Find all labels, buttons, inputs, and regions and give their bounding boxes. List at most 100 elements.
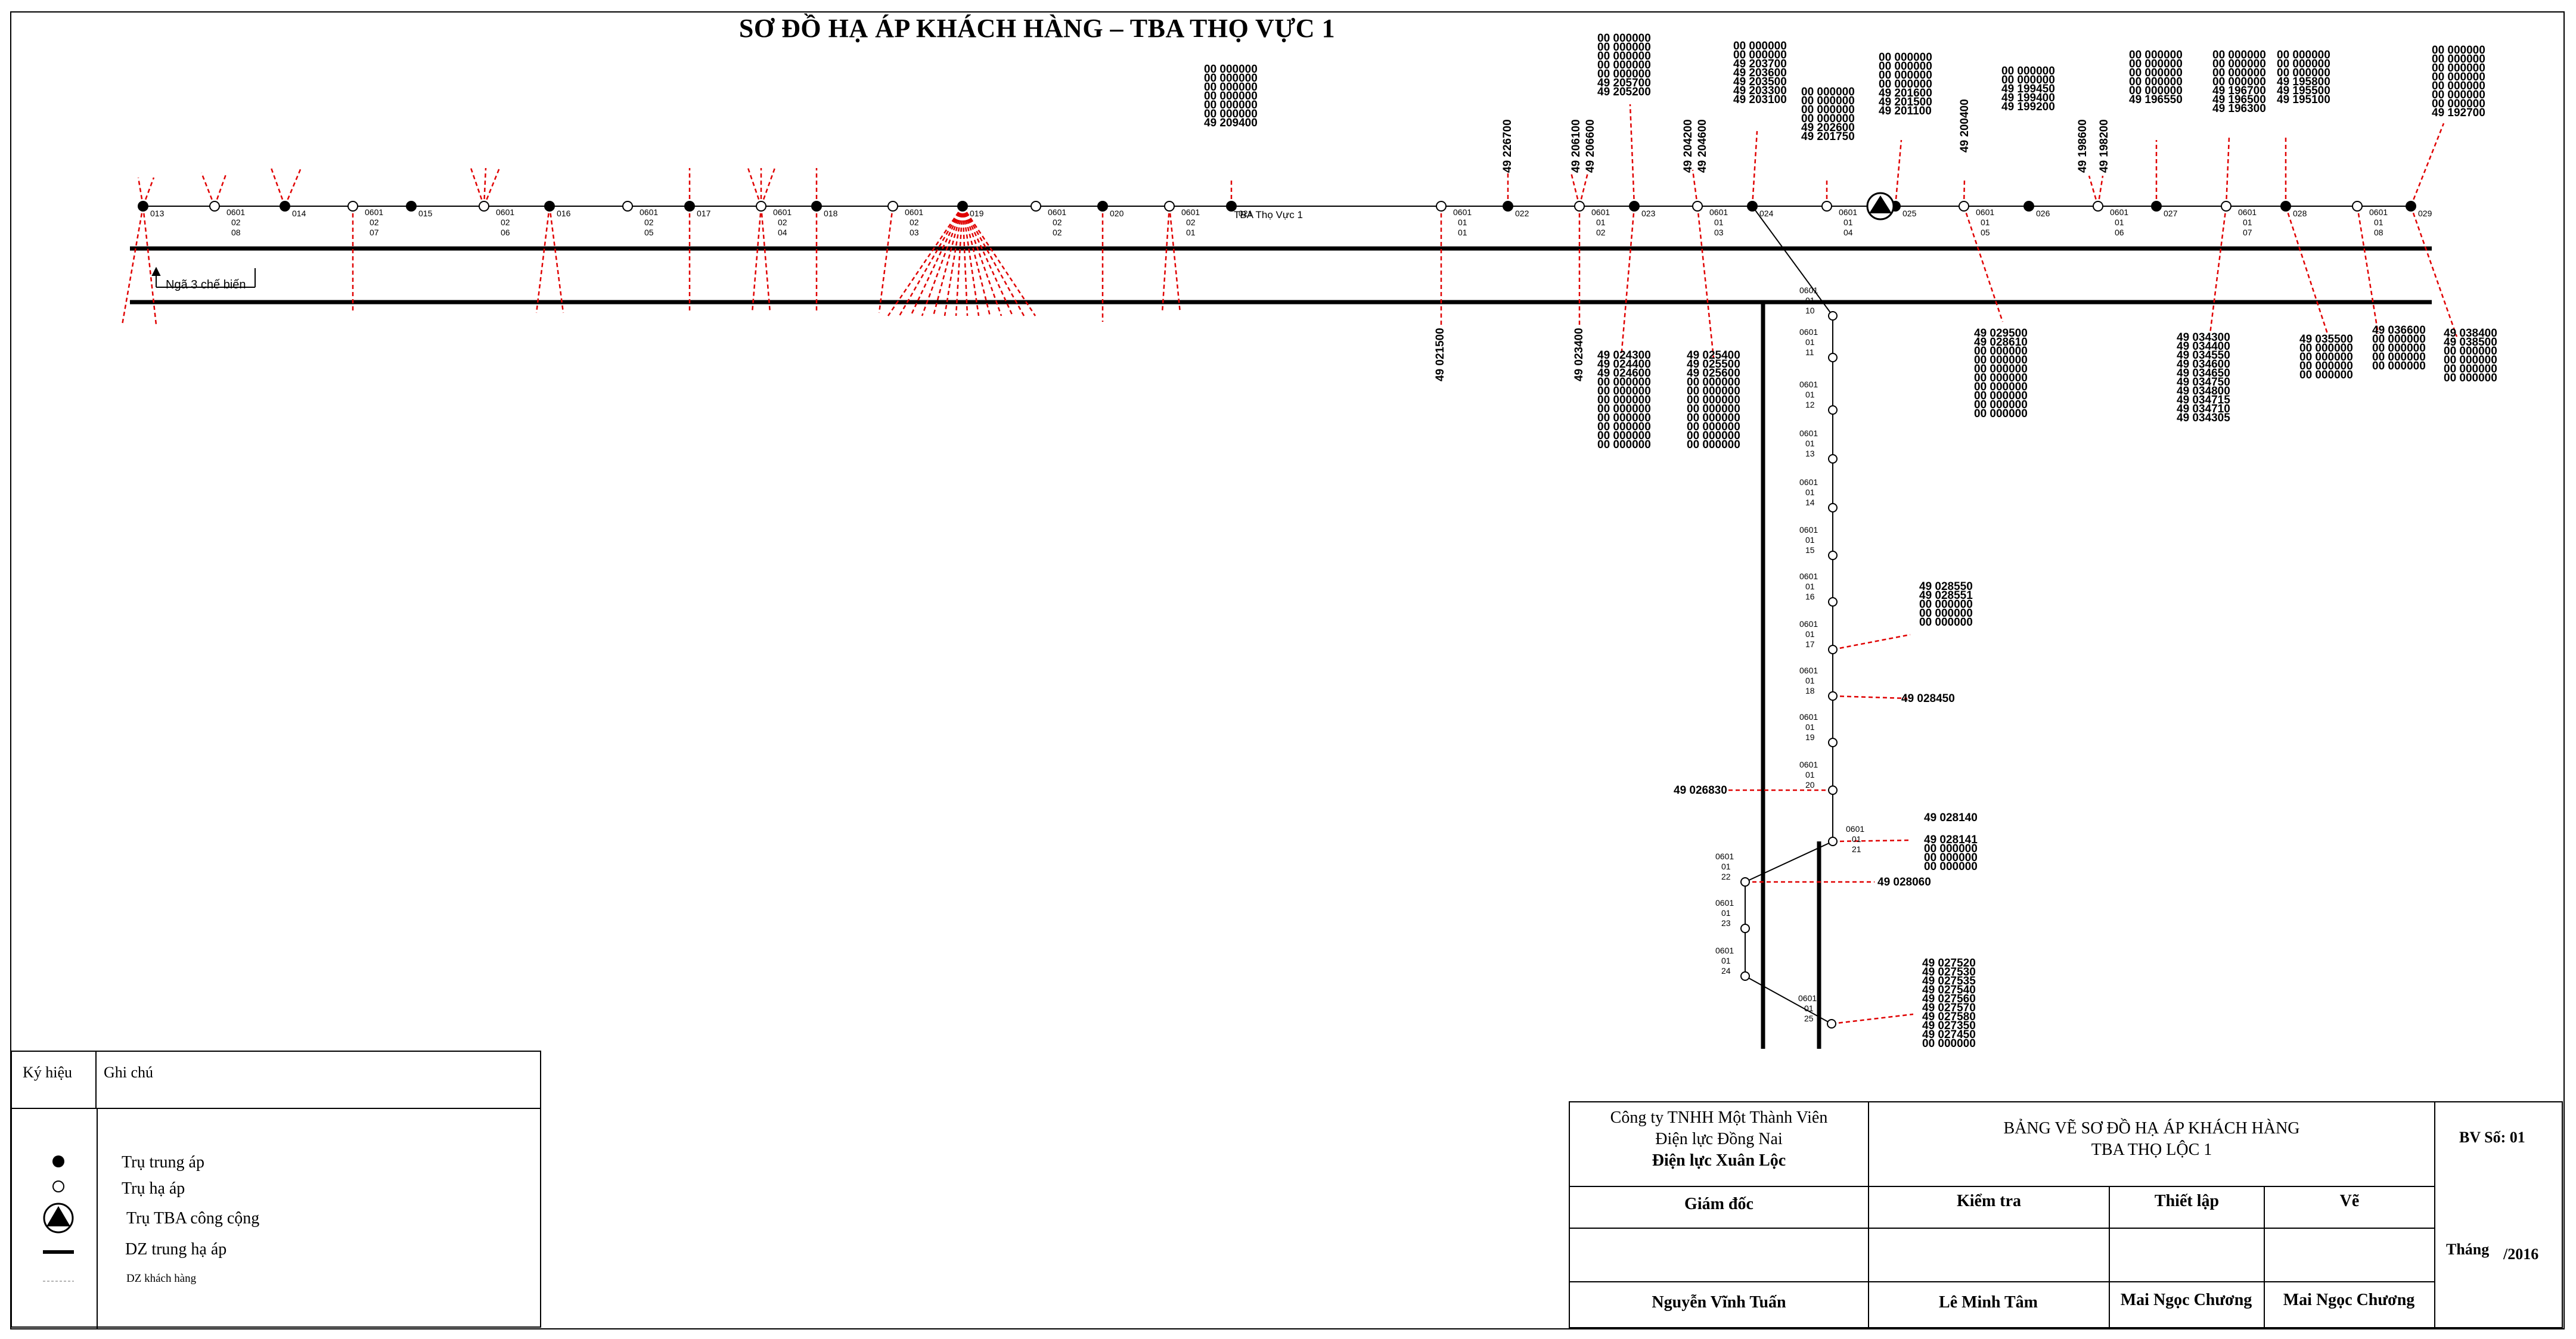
- mv-pole-024: [1747, 201, 1758, 212]
- director-name: Nguyễn Vĩnh Tuấn: [1652, 1293, 1786, 1312]
- lv-pole-label: 02: [778, 218, 787, 227]
- customer-code: 00 000000: [1924, 852, 1978, 864]
- mv-pole-015: [406, 201, 417, 212]
- customer-code: 49 028141: [1924, 834, 1978, 846]
- lv-pole: [1821, 201, 1832, 212]
- customer-code: 49 034400: [2177, 340, 2230, 353]
- customer-service-line: [270, 167, 286, 207]
- branch-pole: [1828, 837, 1838, 846]
- lv-pole-label: 0601: [1048, 207, 1066, 217]
- lv-pole-label: 0601: [640, 207, 658, 217]
- customer-code: 00 000000: [1597, 421, 1651, 433]
- mv-pole-label: 020: [1110, 209, 1124, 218]
- lv-pole: [2352, 201, 2363, 212]
- mv-pole-label: 019: [970, 209, 984, 218]
- lv-pole-label: 0601: [365, 207, 383, 217]
- customer-code: 49 192700: [2432, 107, 2485, 119]
- lv-pole-label: 01: [1714, 218, 1724, 227]
- customer-code: 00 000000: [1597, 412, 1651, 424]
- customer-code: 49 196300: [2212, 102, 2266, 115]
- lv-pole: [622, 201, 633, 212]
- customer-code: 00 000000: [1879, 69, 1932, 82]
- customer-code: 49 201500: [1879, 96, 1932, 108]
- draw-label: Vẽ: [2264, 1186, 2434, 1228]
- mv-pole-label: 025: [1902, 209, 1917, 218]
- branch-pole-label: 01: [1805, 535, 1815, 545]
- branch-pole-label: 22: [1721, 872, 1731, 881]
- lv-pole-label: 01: [1186, 228, 1196, 237]
- customer-code: 00 000000: [2129, 85, 2183, 97]
- customer-code: 00 000000: [2299, 369, 2353, 381]
- lv-pole-label: 01: [2243, 218, 2252, 227]
- branch-pole-label: 11: [1805, 347, 1814, 357]
- customer-code: 49 034800: [2177, 385, 2230, 397]
- customer-service-line: [1161, 206, 1171, 313]
- customer-code: 00 000000: [2372, 342, 2426, 355]
- customer-code: 00 000000: [1974, 354, 2028, 366]
- customer-code: 00 000000: [1733, 49, 1787, 61]
- lv-pole-label: 0601: [2369, 207, 2388, 217]
- branch-pole-label: 16: [1805, 592, 1815, 601]
- lv-pole-label: 02: [1053, 218, 1062, 227]
- customer-code: 49 028060: [1877, 876, 1931, 888]
- branch-pole: [1828, 691, 1838, 701]
- customer-service-line: [200, 172, 216, 207]
- customer-service-line: [121, 206, 144, 325]
- customer-service-line: [1578, 172, 1589, 207]
- customer-service-line: [760, 167, 776, 207]
- customer-code: 00 000000: [2432, 80, 2485, 92]
- lv-pole-label: 01: [1458, 218, 1467, 227]
- customer-code: 49 027450: [1922, 1029, 1976, 1041]
- customer-code: 00 000000: [2299, 351, 2353, 364]
- customer-service-line: [470, 167, 485, 207]
- customer-code: 00 000000: [2277, 67, 2330, 79]
- branch-pole-label: 0601: [1715, 946, 1734, 955]
- lv-pole-label: 01: [1458, 228, 1467, 237]
- customer-code: 00 000000: [2432, 71, 2485, 83]
- customer-code: 49 027580: [1922, 1011, 1976, 1023]
- customer-code: 00 000000: [2444, 363, 2497, 375]
- lv-pole: [1959, 201, 1969, 212]
- mv-pole-020: [1097, 201, 1108, 212]
- customer-code: 00 000000: [1924, 860, 1978, 873]
- customer-code: 49 201100: [1879, 105, 1932, 117]
- customer-service-line: [932, 206, 964, 316]
- branch-pole: [1828, 405, 1838, 415]
- customer-code: 00 000000: [1597, 385, 1651, 397]
- branch-pole: [1827, 1019, 1836, 1029]
- customer-code: 49 226700: [1501, 119, 1514, 173]
- legend-col-note: Ghi chú: [104, 1064, 154, 1081]
- customer-code: 49 201600: [1879, 87, 1932, 100]
- customer-service-line: [142, 177, 155, 207]
- director-label: Giám đốc: [1684, 1195, 1753, 1213]
- customer-code: 49 024600: [1597, 367, 1651, 380]
- customer-code: 49 027350: [1922, 1020, 1976, 1032]
- lv-pole-label: 01: [1843, 218, 1853, 227]
- legend-item-tba-pole: Trụ TBA công cộng: [126, 1209, 260, 1228]
- branch-pole-label: 19: [1805, 732, 1815, 742]
- customer-code: 00 000000: [1204, 90, 1258, 102]
- branch-pole-label: 01: [1805, 722, 1815, 732]
- legend-item-mv-pole: Trụ trung áp: [122, 1153, 204, 1172]
- customer-service-line: [1570, 172, 1581, 207]
- customer-code: 49 024400: [1597, 358, 1651, 371]
- customer-code: 49 203700: [1733, 58, 1787, 70]
- customer-code: 00 000000: [1879, 51, 1932, 64]
- customer-code: 00 000000: [1204, 63, 1258, 76]
- customer-code: 49 203500: [1733, 76, 1787, 88]
- customer-code: 49 034300: [2177, 331, 2230, 344]
- customer-code: 00 000000: [1974, 372, 2028, 384]
- customer-service-line: [961, 206, 969, 316]
- customer-service-line: [2410, 123, 2445, 207]
- branch-pole-label: 24: [1721, 966, 1731, 975]
- lv-pole-label: 02: [644, 218, 654, 227]
- branch-pole-label: 01: [1805, 770, 1815, 779]
- lv-pole-label: 06: [501, 228, 510, 237]
- lv-branch-diag-2: [1745, 975, 1832, 1024]
- branch-pole-label: 0601: [1799, 327, 1818, 337]
- customer-code: 00 000000: [1879, 78, 1932, 91]
- customer-code: 00 000000: [1687, 376, 1740, 389]
- customer-code: 49 034710: [2177, 403, 2230, 415]
- branch-pole-label: 0601: [1715, 898, 1734, 908]
